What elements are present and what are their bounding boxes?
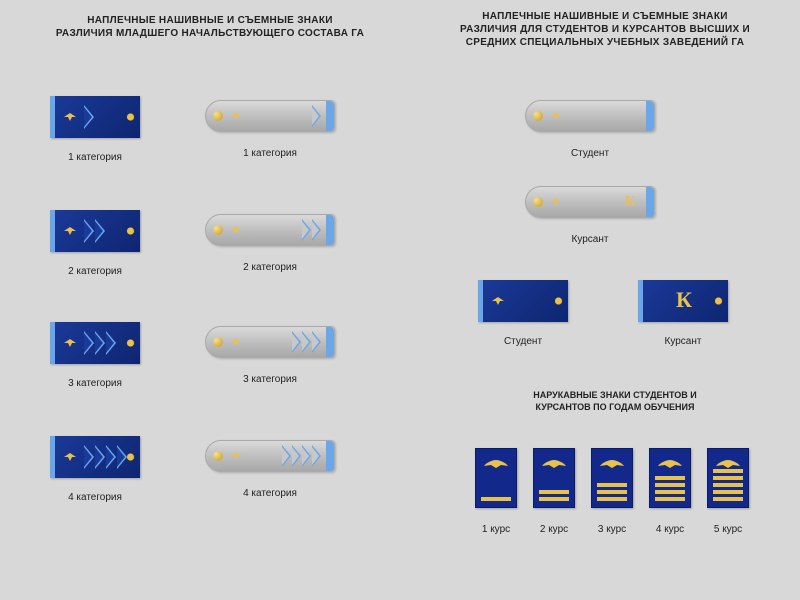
chevrons: [84, 210, 106, 252]
sleeve-patch-1: [475, 448, 517, 508]
stripe: [481, 497, 511, 501]
label-dark-cat4: 4 категория: [50, 492, 140, 503]
label-light-cat1: 1 категория: [205, 148, 335, 159]
sleeve-patch-2: [533, 448, 575, 508]
label-light-cat3: 3 категория: [205, 374, 335, 385]
chevrons: [311, 100, 321, 132]
light-strap-student: [525, 100, 655, 132]
button-icon: [213, 451, 223, 461]
dark-board-cat1: [50, 96, 140, 138]
button-icon: [127, 340, 134, 347]
trim: [50, 96, 55, 138]
wing-icon: [229, 451, 243, 461]
light-strap-cadet: К: [525, 186, 655, 218]
label-light-cat4: 4 категория: [205, 488, 335, 499]
dark-board-cat3: [50, 322, 140, 364]
label-strap-cadet: Курсант: [525, 234, 655, 245]
label-dark-cat2: 2 категория: [50, 266, 140, 277]
label-patch-1: 1 курс: [475, 524, 517, 535]
button-icon: [715, 298, 722, 305]
wing-icon: [549, 111, 563, 121]
sleeve-patch-4: [649, 448, 691, 508]
k-letter-icon: К: [625, 194, 635, 210]
sleeve-patch-5: [707, 448, 749, 508]
button-icon: [127, 228, 134, 235]
button-icon: [533, 197, 543, 207]
wing-icon: [715, 456, 741, 474]
dark-board-cat2: [50, 210, 140, 252]
wing-icon: [657, 456, 683, 474]
label-patch-3: 3 курс: [591, 524, 633, 535]
label-light-cat2: 2 категория: [205, 262, 335, 273]
chevron: [84, 105, 94, 129]
wing-icon: [490, 295, 506, 307]
label-board-cadet: Курсант: [638, 336, 728, 347]
button-icon: [555, 298, 562, 305]
wing-icon: [549, 197, 563, 207]
chevrons: [84, 96, 95, 138]
chevron: [312, 105, 321, 127]
wing-icon: [229, 111, 243, 121]
button-icon: [127, 114, 134, 121]
wing-icon: [62, 451, 78, 463]
page-root: НАПЛЕЧНЫЕ НАШИВНЫЕ И СЪЕМНЫЕ ЗНАКИРАЗЛИЧ…: [0, 0, 800, 600]
button-icon: [213, 111, 223, 121]
light-strap-cat2: [205, 214, 335, 246]
label-board-student: Студент: [478, 336, 568, 347]
label-patch-5: 5 курс: [707, 524, 749, 535]
button-icon: [213, 337, 223, 347]
label-patch-4: 4 курс: [649, 524, 691, 535]
wing-icon: [541, 456, 567, 474]
heading-right: НАПЛЕЧНЫЕ НАШИВНЫЕ И СЪЕМНЫЕ ЗНАКИРАЗЛИЧ…: [440, 10, 770, 49]
dark-board-cat4: [50, 436, 140, 478]
light-strap-cat3: [205, 326, 335, 358]
wing-icon: [599, 456, 625, 474]
heading-left: НАПЛЕЧНЫЕ НАШИВНЫЕ И СЪЕМНЫЕ ЗНАКИРАЗЛИЧ…: [40, 14, 380, 40]
label-dark-cat1: 1 категория: [50, 152, 140, 163]
trim: [50, 210, 55, 252]
wing-icon: [62, 111, 78, 123]
label-dark-cat3: 3 категория: [50, 378, 140, 389]
sleeve-patch-3: [591, 448, 633, 508]
button-icon: [213, 225, 223, 235]
button-icon: [127, 454, 134, 461]
trim: [326, 101, 334, 131]
dark-board-student: [478, 280, 568, 322]
light-strap-cat4: [205, 440, 335, 472]
button-icon: [533, 111, 543, 121]
wing-icon: [62, 337, 78, 349]
wing-icon: [229, 337, 243, 347]
wing-icon: [229, 225, 243, 235]
light-strap-cat1: [205, 100, 335, 132]
heading-sleeve: НАРУКАВНЫЕ ЗНАКИ СТУДЕНТОВ ИКУРСАНТОВ ПО…: [495, 390, 735, 413]
label-strap-student: Студент: [525, 148, 655, 159]
k-letter-icon: К: [676, 287, 692, 313]
wing-icon: [62, 225, 78, 237]
wing-icon: [483, 456, 509, 474]
label-patch-2: 2 курс: [533, 524, 575, 535]
dark-board-cadet: К: [638, 280, 728, 322]
